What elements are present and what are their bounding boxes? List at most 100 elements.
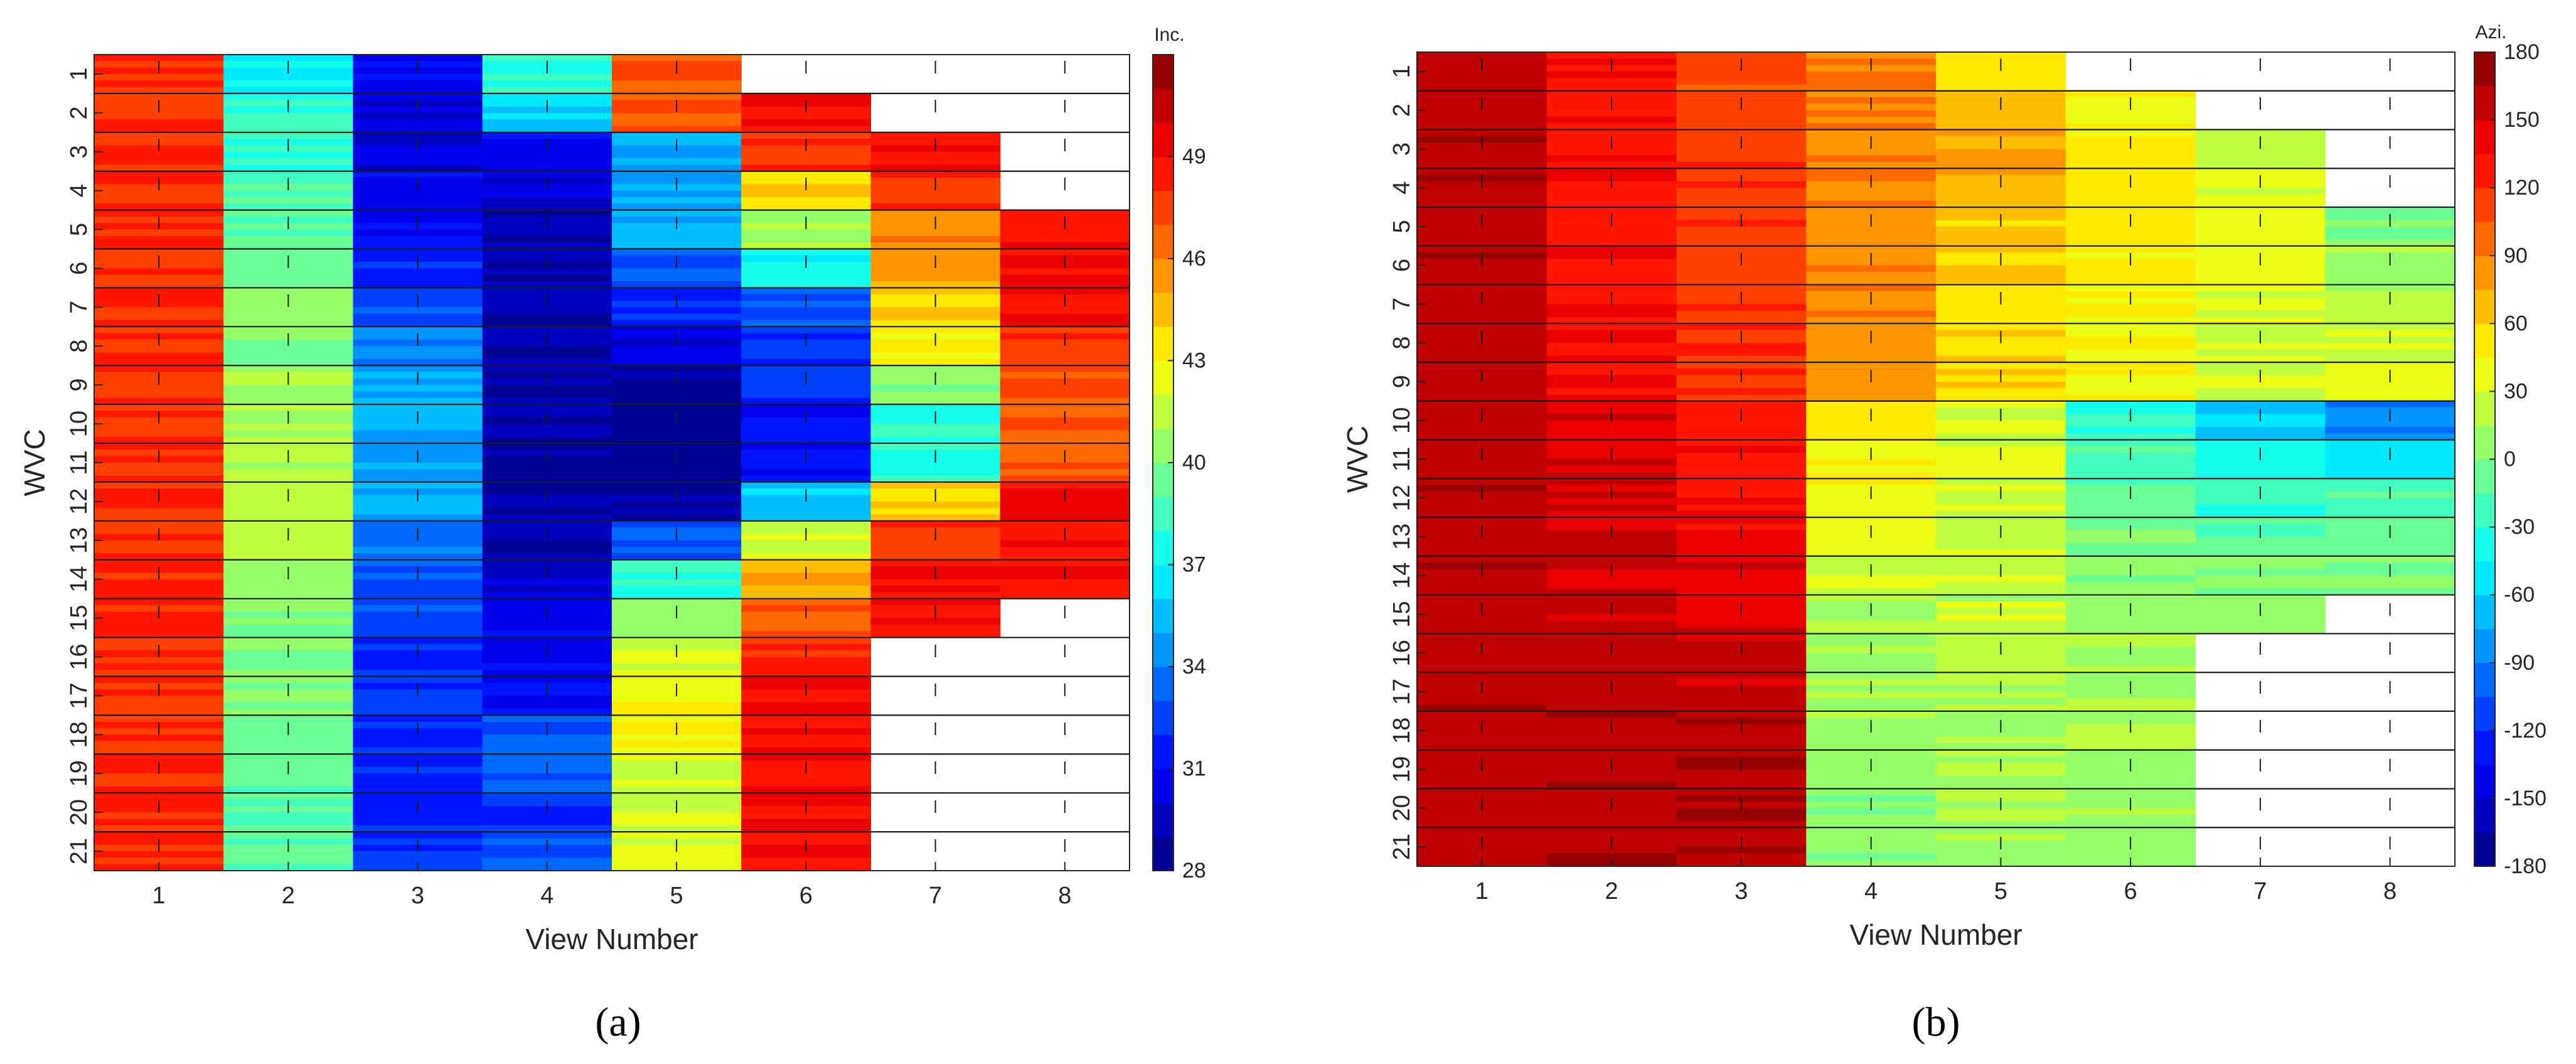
heatmap-stripe — [94, 190, 224, 198]
heatmap-stripe — [1676, 420, 1807, 427]
heatmap-stripe — [223, 132, 354, 139]
heatmap-stripe — [223, 443, 354, 450]
heatmap-stripe — [1546, 317, 1677, 324]
heatmap-stripe — [870, 190, 1001, 198]
heatmap-cell — [482, 132, 612, 172]
heatmap-stripe — [2325, 543, 2456, 551]
heatmap-stripe — [94, 598, 224, 606]
heatmap-stripe — [1546, 265, 1677, 272]
y-tick-label: 2 — [1389, 104, 1415, 117]
heatmap-stripe — [1417, 71, 1547, 78]
heatmap-stripe — [870, 132, 1001, 139]
heatmap-stripe — [94, 670, 224, 677]
heatmap-cell — [223, 365, 354, 405]
heatmap-stripe — [741, 586, 872, 593]
heatmap-stripe — [741, 624, 872, 631]
heatmap-stripe — [223, 73, 354, 81]
heatmap-stripe — [94, 346, 224, 353]
heatmap-stripe — [1417, 239, 1547, 247]
heatmap-stripe — [94, 307, 224, 314]
heatmap-stripe — [482, 242, 612, 250]
heatmap-stripe — [1000, 443, 1130, 450]
heatmap-stripe — [1417, 226, 1547, 234]
heatmap-cell — [353, 287, 483, 327]
heatmap-stripe — [870, 430, 1001, 438]
heatmap-stripe — [223, 501, 354, 508]
heatmap-stripe — [1936, 692, 2066, 699]
heatmap-stripe — [2195, 310, 2326, 318]
heatmap-cell — [2065, 129, 2196, 169]
heatmap-stripe — [1676, 427, 1807, 434]
heatmap-stripe — [1936, 155, 2066, 163]
colorbar-segment — [2474, 662, 2495, 697]
heatmap-cell — [741, 249, 872, 289]
heatmap-stripe — [94, 391, 224, 399]
heatmap-stripe — [612, 624, 742, 631]
heatmap-stripe — [94, 430, 224, 438]
heatmap-stripe — [1676, 52, 1807, 59]
colorbar-segment — [1153, 394, 1173, 429]
heatmap-stripe — [1417, 343, 1547, 350]
colorbar-segment — [1153, 564, 1173, 599]
heatmap-stripe — [223, 715, 354, 723]
heatmap-stripe — [2065, 304, 2196, 311]
heatmap-stripe — [2325, 278, 2456, 286]
heatmap-stripe — [94, 55, 224, 62]
heatmap-stripe — [2065, 343, 2196, 350]
heatmap-stripe — [223, 126, 354, 133]
heatmap-stripe — [1936, 207, 2066, 214]
heatmap-stripe — [1806, 582, 1937, 589]
heatmap-stripe — [94, 780, 224, 787]
heatmap-stripe — [223, 424, 354, 431]
heatmap-stripe — [482, 741, 612, 748]
heatmap-stripe — [223, 365, 354, 373]
heatmap-cell — [353, 404, 483, 444]
heatmap-stripe — [223, 313, 354, 321]
heatmap-stripe — [482, 812, 612, 820]
heatmap-stripe — [612, 210, 742, 217]
heatmap-stripe — [1417, 200, 1547, 208]
heatmap-stripe — [2195, 556, 2326, 563]
colorbar-tick-label: 90 — [2504, 244, 2528, 267]
heatmap-stripe — [1676, 782, 1807, 790]
heatmap-stripe — [353, 424, 483, 431]
heatmap-stripe — [2195, 459, 2326, 466]
heatmap-stripe — [1676, 808, 1807, 815]
heatmap-stripe — [482, 592, 612, 599]
heatmap-stripe — [94, 747, 224, 755]
heatmap-stripe — [1546, 304, 1677, 311]
heatmap-stripe — [2325, 265, 2456, 272]
heatmap-stripe — [1936, 400, 2066, 408]
heatmap-stripe — [2325, 207, 2456, 214]
heatmap-cell — [482, 404, 612, 444]
heatmap-stripe — [2065, 200, 2196, 208]
heatmap-stripe — [1417, 575, 1547, 583]
colorbar-segment — [1153, 360, 1173, 395]
heatmap-stripe — [1806, 517, 1937, 525]
heatmap-stripe — [2065, 537, 2196, 544]
heatmap-stripe — [482, 229, 612, 237]
heatmap-stripe — [1000, 268, 1130, 276]
heatmap-stripe — [870, 307, 1001, 314]
heatmap-cell — [94, 132, 224, 172]
heatmap-stripe — [353, 618, 483, 625]
heatmap-stripe — [353, 126, 483, 133]
heatmap-stripe — [1806, 239, 1937, 247]
heatmap-stripe — [870, 624, 1001, 631]
heatmap-stripe — [2325, 433, 2456, 441]
heatmap-stripe — [94, 132, 224, 139]
heatmap-cell — [741, 520, 872, 561]
heatmap-stripe — [1000, 313, 1130, 321]
heatmap-cell — [1676, 52, 1807, 92]
heatmap-stripe — [1417, 194, 1547, 202]
heatmap-stripe — [482, 190, 612, 198]
heatmap-stripe — [741, 747, 872, 755]
heatmap-stripe — [1546, 853, 1677, 861]
heatmap-cell — [94, 520, 224, 561]
heatmap-stripe — [1417, 847, 1547, 854]
heatmap-stripe — [612, 281, 742, 289]
heatmap-stripe — [1417, 498, 1547, 505]
heatmap-cell — [1000, 249, 1130, 289]
heatmap-stripe — [1806, 575, 1937, 583]
heatmap-cell — [612, 55, 742, 94]
